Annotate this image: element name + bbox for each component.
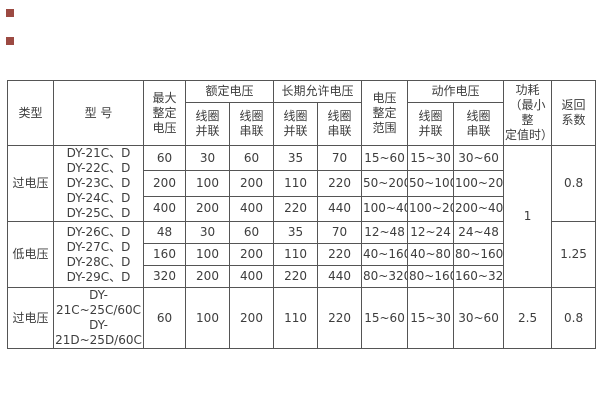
cell: 100~200 bbox=[407, 195, 455, 223]
cell: 110 bbox=[273, 170, 319, 197]
cell: 24~48 bbox=[453, 221, 505, 244]
header-row-2: 线圈 并联 线圈 串联 线圈 并联 线圈 串联 线圈 并联 线圈 串联 bbox=[8, 102, 596, 146]
group1-return-coeff: 0.8 bbox=[551, 145, 597, 222]
subheader-rated-coil-series: 线圈 串联 bbox=[228, 102, 275, 146]
cell: 80~320 bbox=[361, 265, 409, 288]
cell: 30~60 bbox=[453, 144, 505, 172]
col-header-power-consumption: 功耗 （最小整 定值时） bbox=[503, 80, 553, 146]
cell: 110 bbox=[273, 243, 319, 266]
cell: 220 bbox=[273, 195, 319, 223]
cell: 200~400 bbox=[453, 195, 505, 223]
col-header-type: 类型 bbox=[7, 80, 54, 146]
col-header-operate-voltage: 动作电压 bbox=[407, 80, 505, 103]
cell: 200 bbox=[228, 287, 275, 349]
cell: 70 bbox=[317, 221, 363, 244]
cell: 220 bbox=[273, 265, 319, 288]
col-header-setting-range: 电压 整定 范围 bbox=[361, 80, 409, 146]
subheader-operate-coil-parallel: 线圈 并联 bbox=[407, 102, 455, 146]
cell: 400 bbox=[228, 195, 275, 223]
red-square-marker bbox=[6, 9, 14, 17]
cell: 15~60 bbox=[361, 144, 409, 172]
cell: 15~60 bbox=[361, 287, 409, 349]
group2-models: DY-26C、D DY-27C、D DY-28C、D DY-29C、D bbox=[53, 221, 144, 288]
header-row-1: 类型 型 号 最大 整定 电压 额定电压 长期允许电压 电压 整定 范围 动作电… bbox=[7, 80, 597, 146]
table-row: 过电压 DY-21C、D DY-22C、D DY-23C、D DY-24C、D … bbox=[7, 144, 597, 288]
group3-type: 过电压 bbox=[7, 287, 54, 349]
cell: 60 bbox=[228, 221, 275, 244]
col-header-rated-voltage: 额定电压 bbox=[184, 80, 275, 103]
cell: 200 bbox=[228, 243, 275, 266]
group2-return-coeff: 1.25 bbox=[551, 221, 597, 288]
cell: 100 bbox=[185, 243, 230, 266]
group2-type: 低电压 bbox=[7, 221, 54, 288]
subheader-operate-coil-series: 线圈 串联 bbox=[453, 102, 505, 146]
group3-power: 2.5 bbox=[503, 287, 553, 349]
subheader-long-coil-series: 线圈 串联 bbox=[317, 102, 363, 146]
cell: 440 bbox=[317, 195, 363, 223]
cell: 160 bbox=[143, 243, 186, 266]
cell: 220 bbox=[317, 243, 363, 266]
cell: 200 bbox=[185, 195, 230, 223]
cell: 100 bbox=[185, 170, 230, 197]
cell: 60 bbox=[228, 144, 275, 172]
group3-return-coeff: 0.8 bbox=[551, 287, 597, 349]
cell: 50~200 bbox=[361, 170, 409, 197]
cell: 80~160 bbox=[407, 265, 455, 288]
cell: 80~160 bbox=[453, 243, 505, 266]
col-header-model: 型 号 bbox=[53, 80, 144, 146]
cell: 12~48 bbox=[361, 221, 409, 244]
cell: 30 bbox=[185, 144, 230, 172]
col-header-max-setting-voltage: 最大 整定 电压 bbox=[143, 80, 186, 146]
table-row: 400 200 400 220 440 100~400 100~200 200~… bbox=[8, 195, 596, 223]
cell: 30~60 bbox=[453, 287, 505, 349]
cell: 12~24 bbox=[407, 221, 455, 244]
red-square-marker bbox=[6, 37, 14, 45]
cell: 40~160 bbox=[361, 243, 409, 266]
cell: 100 bbox=[185, 287, 230, 349]
cell: 200 bbox=[185, 265, 230, 288]
cell: 400 bbox=[228, 265, 275, 288]
cell: 40~80 bbox=[407, 243, 455, 266]
cell: 70 bbox=[317, 144, 363, 172]
group1-models: DY-21C、D DY-22C、D DY-23C、D DY-24C、D DY-2… bbox=[53, 145, 144, 222]
cell: 35 bbox=[273, 221, 319, 244]
power-shared-cell: 1 bbox=[503, 145, 553, 288]
cell: 440 bbox=[317, 265, 363, 288]
table-row: 320 200 400 220 440 80~320 80~160 160~32… bbox=[8, 265, 596, 288]
cell: 110 bbox=[273, 287, 319, 349]
cell: 15~30 bbox=[407, 144, 455, 172]
cell: 15~30 bbox=[407, 287, 455, 349]
cell: 220 bbox=[317, 170, 363, 197]
cell: 35 bbox=[273, 144, 319, 172]
subheader-rated-coil-parallel: 线圈 并联 bbox=[185, 102, 230, 146]
table-row: 过电压 DY-21C~25C/60C DY-21D~25D/60C 60 100… bbox=[7, 287, 597, 349]
group1-type: 过电压 bbox=[7, 145, 54, 222]
cell: 100~200 bbox=[453, 170, 505, 197]
col-header-long-term-voltage: 长期允许电压 bbox=[273, 80, 363, 103]
cell: 220 bbox=[317, 287, 363, 349]
cell: 30 bbox=[185, 221, 230, 244]
cell: 200 bbox=[143, 170, 186, 197]
col-header-return-coefficient: 返回 系数 bbox=[551, 80, 597, 146]
cell: 48 bbox=[143, 221, 186, 244]
cell: 320 bbox=[143, 265, 186, 288]
cell: 400 bbox=[143, 195, 186, 223]
group3-models: DY-21C~25C/60C DY-21D~25D/60C bbox=[53, 287, 144, 349]
relay-spec-table: 类型 型 号 最大 整定 电压 额定电压 长期允许电压 电压 整定 范围 动作电… bbox=[7, 80, 597, 349]
cell: 160~320 bbox=[453, 265, 505, 288]
subheader-long-coil-parallel: 线圈 并联 bbox=[273, 102, 319, 146]
cell: 200 bbox=[228, 170, 275, 197]
table-row: 160 100 200 110 220 40~160 40~80 80~160 bbox=[8, 243, 596, 266]
cell: 60 bbox=[143, 287, 186, 349]
cell: 50~100 bbox=[407, 170, 455, 197]
cell: 100~400 bbox=[361, 195, 409, 223]
cell: 60 bbox=[143, 144, 186, 172]
